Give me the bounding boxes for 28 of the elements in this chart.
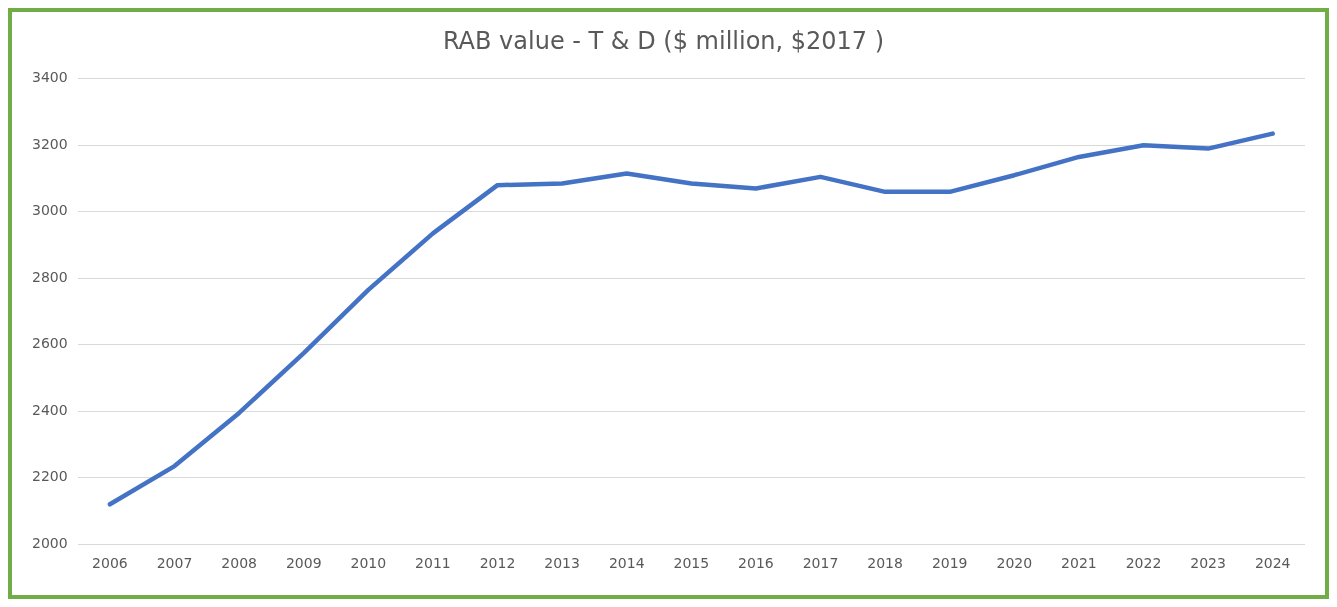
x-tick-label: 2021 bbox=[1061, 555, 1097, 572]
x-tick-label: 2016 bbox=[738, 555, 774, 572]
x-tick-label: 2010 bbox=[350, 555, 387, 572]
x-tick-label: 2013 bbox=[544, 555, 580, 572]
x-tick-label: 2022 bbox=[1125, 555, 1162, 572]
y-tick-label: 3200 bbox=[31, 135, 68, 152]
y-tick-label: 3000 bbox=[31, 202, 68, 219]
y-tick-label: 2400 bbox=[31, 401, 68, 418]
x-tick-label: 2023 bbox=[1190, 555, 1226, 572]
x-tick-label: 2011 bbox=[415, 555, 451, 572]
y-tick-label: 2000 bbox=[31, 534, 68, 551]
y-tick-label: 3400 bbox=[31, 69, 68, 86]
x-tick-label: 2017 bbox=[802, 555, 839, 572]
x-tick-label: 2009 bbox=[285, 555, 322, 572]
x-tick-label: 2014 bbox=[608, 555, 645, 572]
x-tick-label: 2008 bbox=[221, 555, 257, 572]
x-tick-label: 2015 bbox=[673, 555, 710, 572]
x-tick-label: 2007 bbox=[156, 555, 193, 572]
x-tick-label: 2020 bbox=[996, 555, 1033, 572]
y-tick-label: 2800 bbox=[31, 268, 68, 285]
y-tick-label: 2600 bbox=[31, 335, 68, 352]
x-tick-label: 2012 bbox=[479, 555, 516, 572]
chart-title: RAB value - T & D ($ million, $2017 ) bbox=[442, 26, 885, 55]
x-tick-label: 2024 bbox=[1254, 555, 1291, 572]
x-tick-label: 2006 bbox=[92, 555, 128, 572]
x-tick-label: 2019 bbox=[931, 555, 968, 572]
y-tick-label: 2200 bbox=[31, 468, 68, 485]
x-tick-label: 2018 bbox=[867, 555, 903, 572]
